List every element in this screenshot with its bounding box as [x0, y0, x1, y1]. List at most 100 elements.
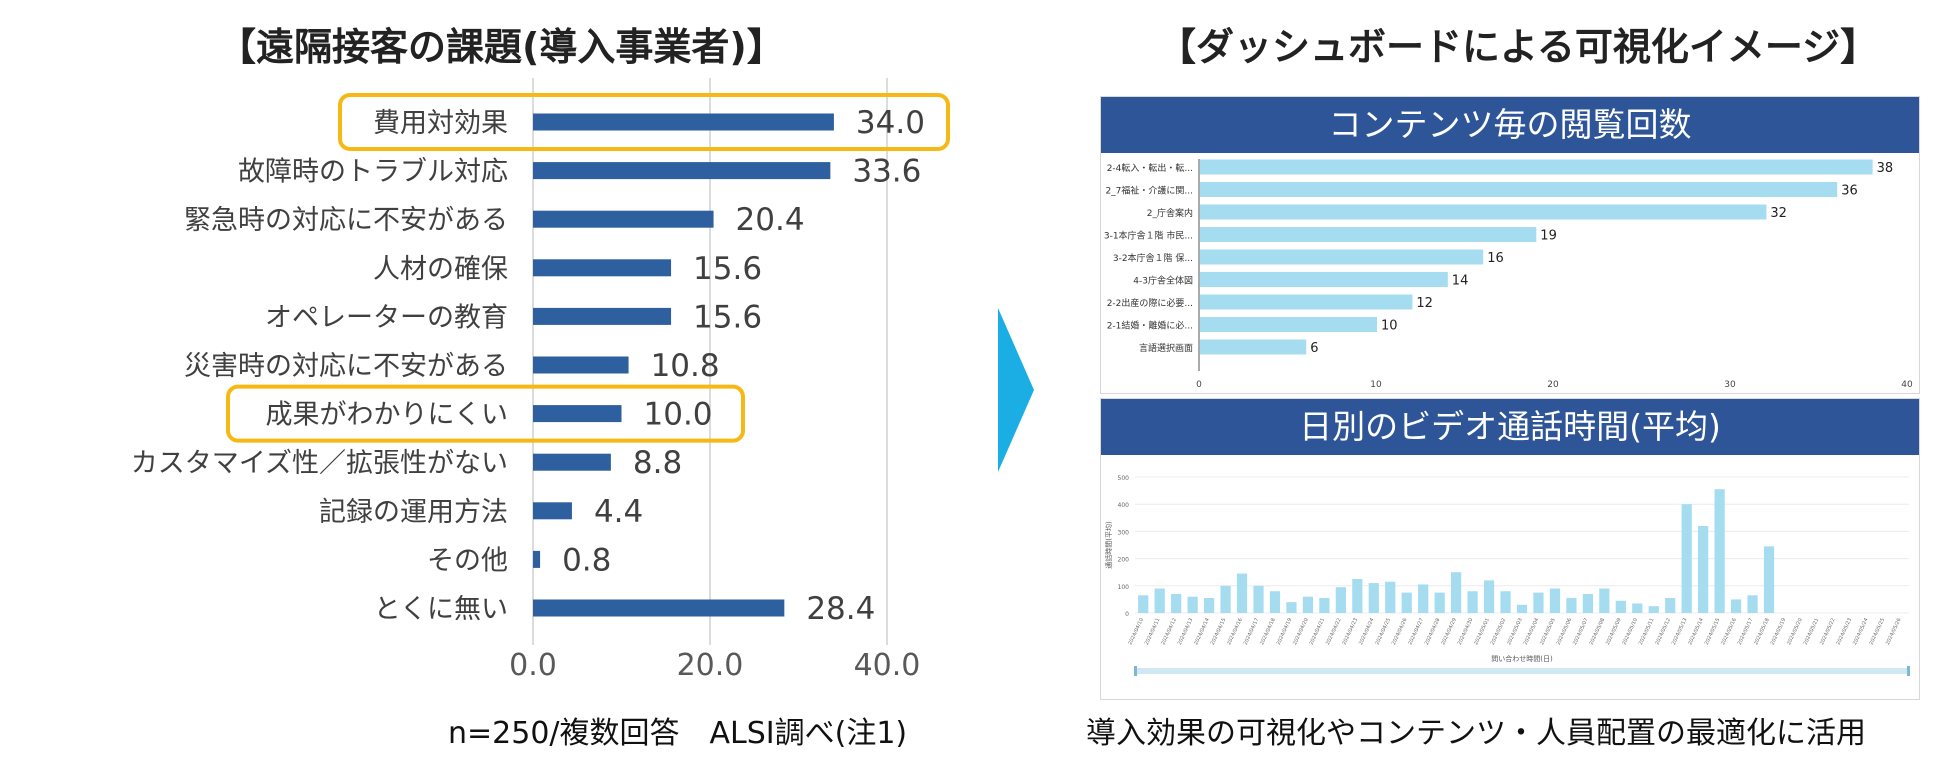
x-tick-label: 2024/05/16: [1720, 617, 1738, 646]
value-label: 14: [1452, 274, 1469, 289]
value-label: 34.0: [856, 105, 925, 141]
x-tick-label: 2024/04/13: [1177, 617, 1195, 646]
value-label: 10: [1381, 319, 1398, 334]
bar: [1352, 579, 1363, 613]
x-tick-label: 2024/04/21: [1309, 617, 1327, 646]
x-tick-label: 2024/04/11: [1144, 617, 1162, 646]
category-label: 2-4転入・転出・転...: [1107, 162, 1193, 174]
x-tick-label: 2024/04/15: [1210, 617, 1228, 646]
bar: [533, 550, 541, 568]
x-tick-label: 2024/04/26: [1391, 617, 1409, 646]
x-tick-label: 0: [1196, 380, 1202, 390]
bar: [1665, 598, 1676, 613]
x-tick-label: 2024/04/12: [1160, 617, 1178, 646]
category-label: その他: [427, 545, 508, 576]
value-label: 28.4: [806, 591, 875, 627]
right-dashboard-title: 【ダッシュボードによる可視化イメージ】: [1158, 25, 1879, 69]
daily-call-time-panel-header: 日別のビデオ通話時間(平均): [1101, 399, 1919, 455]
x-tick-label: 2024/04/27: [1407, 617, 1425, 646]
x-tick-label: 2024/05/02: [1490, 617, 1508, 646]
bar: [1269, 591, 1281, 613]
x-tick-label: 2024/04/16: [1226, 617, 1244, 646]
bar: [1698, 525, 1709, 613]
bar: [1434, 592, 1445, 613]
x-tick-label: 2024/05/14: [1687, 617, 1705, 646]
value-label: 15.6: [693, 251, 762, 287]
bar: [1200, 339, 1307, 355]
bar: [1467, 591, 1478, 613]
bar: [533, 405, 622, 423]
x-tick-label: 2024/05/03: [1506, 617, 1524, 646]
bar: [1200, 317, 1377, 332]
x-tick-label: 10: [1370, 380, 1382, 390]
bar: [1220, 585, 1231, 613]
range-handle-left[interactable]: [1134, 666, 1137, 676]
bar: [1200, 227, 1537, 242]
x-tick-label: 2024/05/04: [1523, 617, 1541, 646]
category-label: 2-2出産の際に必要...: [1107, 297, 1193, 309]
bar: [1138, 595, 1149, 613]
x-tick-label: 2024/05/07: [1572, 617, 1590, 646]
x-tick-label: 40: [1901, 380, 1913, 390]
x-tick-label: 40.0: [854, 648, 921, 680]
bar: [533, 113, 834, 131]
bar: [1747, 595, 1758, 613]
category-label: 災害時の対応に不安がある: [184, 351, 508, 382]
category-label: 2_庁舎案内: [1147, 207, 1193, 219]
range-scrollbar[interactable]: [1135, 668, 1909, 674]
value-label: 36: [1841, 184, 1858, 199]
category-label: 言語選択画面: [1139, 342, 1193, 354]
bar: [1763, 546, 1775, 613]
bar: [533, 502, 572, 520]
value-label: 4.4: [594, 494, 643, 530]
x-tick-label: 2024/04/18: [1259, 617, 1277, 646]
bar: [1200, 272, 1448, 287]
x-tick-label: 2024/05/17: [1737, 617, 1755, 646]
bar: [1200, 182, 1838, 197]
bar: [1200, 204, 1767, 220]
x-tick-label: 2024/05/11: [1638, 617, 1656, 646]
left-bar-chart: 0.0 20.0 40.0 費用対効果 34.0 故障時のトラブル対応 33.6 緊急時の対応…: [131, 78, 950, 680]
x-tick-label: 2024/05/21: [1803, 617, 1821, 646]
x-tick-label: 2024/04/20: [1292, 617, 1310, 646]
category-label: 4-3庁舎全体図: [1133, 275, 1193, 287]
bar: [1319, 598, 1330, 613]
category-label: 記録の運用方法: [319, 497, 508, 528]
value-label: 10.0: [644, 397, 713, 433]
y-tick-label: 0: [1125, 611, 1129, 618]
x-tick-label: 2024/04/29: [1440, 617, 1458, 646]
bar: [1171, 593, 1182, 613]
x-tick-label: 2024/05/10: [1621, 617, 1639, 646]
highlight-box: [338, 93, 950, 151]
category-label: 3-1本庁舎１階 市民...: [1104, 230, 1193, 242]
bar: [1516, 604, 1528, 613]
x-tick-label: 2024/04/30: [1457, 617, 1475, 646]
bar: [533, 307, 672, 325]
right-dashboard-note: 導入効果の可視化やコンテンツ・人員配置の最適化に活用: [1086, 716, 1866, 751]
x-tick-label: 2024/04/17: [1243, 617, 1261, 646]
bar: [1681, 504, 1692, 613]
x-axis-label: 問い合わせ時間(日): [1491, 654, 1553, 663]
category-label: カスタマイズ性／拡張性がない: [131, 448, 508, 479]
bar: [1200, 294, 1413, 310]
x-tick-label: 2024/04/28: [1424, 617, 1442, 646]
y-tick-label: 500: [1118, 475, 1130, 482]
bar: [1549, 588, 1561, 613]
y-tick-label: 200: [1118, 557, 1130, 564]
bar: [1200, 249, 1484, 265]
bar: [533, 356, 629, 374]
bar: [533, 259, 672, 277]
bar: [1154, 588, 1165, 613]
y-axis-label: 通話時間(平均): [1104, 521, 1113, 569]
value-label: 20.4: [736, 202, 805, 238]
category-label: 2-1結婚・離婚に必...: [1107, 320, 1193, 332]
x-tick-label: 2024/04/19: [1276, 617, 1294, 646]
y-tick-label: 400: [1118, 502, 1130, 509]
category-label: 成果がわかりにくい: [266, 400, 508, 431]
value-label: 16: [1487, 251, 1504, 266]
bar: [1200, 159, 1873, 175]
range-handle-right[interactable]: [1907, 666, 1910, 676]
highlight-box: [226, 384, 745, 443]
content-views-panel-header: コンテンツ毎の閲覧回数: [1101, 97, 1919, 153]
x-tick-label: 2024/04/23: [1342, 617, 1360, 646]
